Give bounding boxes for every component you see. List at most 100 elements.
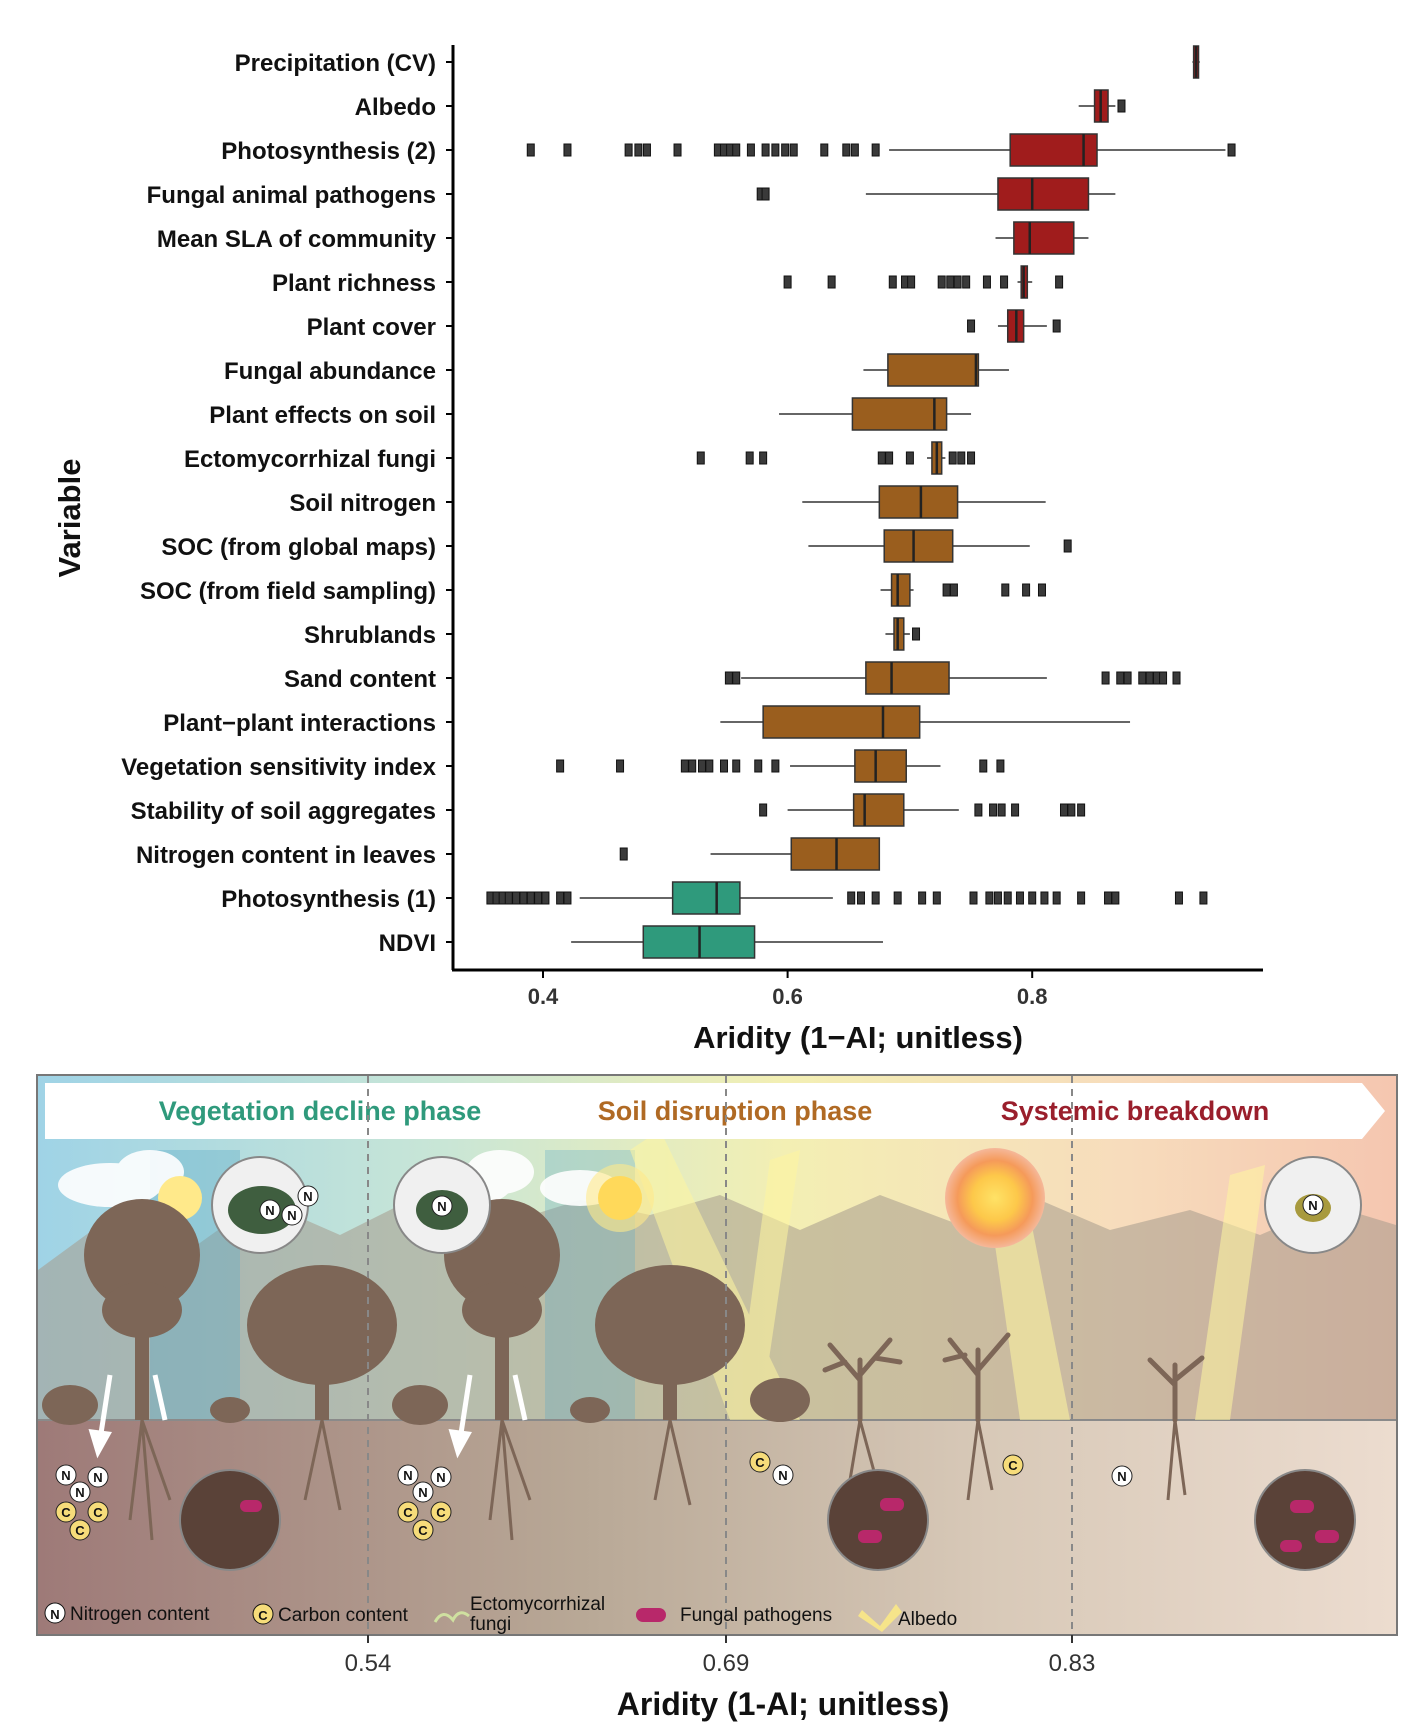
panel-x-axis-label: Aridity (1-AI; unitless) bbox=[617, 1686, 949, 1722]
nitrogen-legend-icon bbox=[44, 1602, 66, 1624]
outlier-point bbox=[1117, 99, 1126, 113]
badge-letter: C bbox=[75, 1523, 85, 1538]
outlier-point bbox=[969, 891, 978, 905]
category-label: Plant cover bbox=[307, 314, 436, 341]
outlier-point bbox=[877, 451, 886, 465]
nitrogen-legend-badge: N bbox=[50, 1607, 59, 1622]
outlier-point bbox=[759, 803, 768, 817]
outlier-point bbox=[724, 671, 733, 685]
carbon-legend-badge: C bbox=[258, 1608, 268, 1623]
badge-letter: C bbox=[418, 1523, 428, 1538]
outlier-point bbox=[993, 891, 1002, 905]
soil-callouts bbox=[179, 1469, 1356, 1571]
phase-label: Systemic breakdown bbox=[1001, 1096, 1270, 1126]
x-ticks: 0.4 0.6 0.8 bbox=[528, 970, 1048, 1009]
box-row: Photosynthesis (2) bbox=[221, 133, 1236, 167]
box bbox=[1013, 221, 1075, 255]
nitrogen-badge: N bbox=[69, 1481, 91, 1503]
category-label: Mean SLA of community bbox=[157, 226, 437, 253]
outlier-point bbox=[745, 451, 754, 465]
outlier-point bbox=[1052, 891, 1061, 905]
box-row: Fungal animal pathogens bbox=[147, 177, 1116, 211]
badge-circle bbox=[749, 1451, 771, 1473]
badge-letter: N bbox=[437, 1199, 446, 1214]
category-label: Vegetation sensitivity index bbox=[121, 754, 436, 781]
roots bbox=[128, 1419, 1187, 1541]
pathogen-icons bbox=[240, 1498, 1339, 1552]
category-label: SOC (from global maps) bbox=[161, 534, 436, 561]
outlier-point bbox=[759, 451, 768, 465]
outlier-point bbox=[974, 803, 983, 817]
outlier-point bbox=[732, 671, 741, 685]
outlier-point bbox=[1199, 891, 1208, 905]
outlier-point bbox=[1015, 891, 1024, 905]
category-label: Sand content bbox=[284, 666, 436, 693]
outlier-point bbox=[1067, 803, 1076, 817]
threshold-lines bbox=[367, 1076, 1073, 1634]
outlier-point bbox=[761, 187, 770, 201]
category-label: SOC (from field sampling) bbox=[140, 578, 436, 605]
outlier-point bbox=[1123, 671, 1132, 685]
outlier-point bbox=[953, 275, 962, 289]
outlier-point bbox=[1138, 671, 1147, 685]
outlier-point bbox=[871, 143, 880, 157]
phase-arrow bbox=[45, 1083, 1385, 1139]
outlier-point bbox=[680, 759, 689, 773]
y-axis-label: Variable bbox=[52, 459, 87, 578]
box-row: SOC (from field sampling) bbox=[140, 573, 1046, 607]
box bbox=[852, 793, 905, 827]
outlier-point bbox=[962, 275, 971, 289]
ectomycorrhizal-legend-label-1: Ectomycorrhizal bbox=[470, 1594, 605, 1615]
outlier-point bbox=[1055, 275, 1064, 289]
outlier-point bbox=[534, 891, 543, 905]
hot-sun-icon bbox=[945, 1148, 1045, 1248]
dead-trees bbox=[822, 1332, 1205, 1423]
outlier-point bbox=[979, 759, 988, 773]
shrub-icon bbox=[42, 1385, 98, 1425]
x-tick-label: 0.8 bbox=[1017, 984, 1048, 1009]
x-tick-label: 0.4 bbox=[528, 984, 559, 1009]
category-label: Shrublands bbox=[304, 622, 436, 649]
badge-circle bbox=[1002, 1454, 1024, 1476]
box-row: Plant effects on soil bbox=[209, 397, 972, 431]
category-label: Plant−plant interactions bbox=[163, 710, 436, 737]
outlier-point bbox=[948, 451, 957, 465]
category-label: Plant richness bbox=[272, 270, 436, 297]
phase-label: Vegetation decline phase bbox=[159, 1096, 482, 1126]
nitrogen-badge: N bbox=[1111, 1465, 1133, 1487]
outlier-point bbox=[1022, 583, 1031, 597]
outlier-point bbox=[781, 143, 790, 157]
outlier-point bbox=[893, 891, 902, 905]
outlier-point bbox=[982, 275, 991, 289]
box bbox=[878, 485, 959, 519]
badge-circle bbox=[430, 1501, 452, 1523]
outlier-point bbox=[526, 143, 535, 157]
carbon-badge: C bbox=[749, 1451, 771, 1473]
outlier-point bbox=[856, 891, 865, 905]
badge-circle bbox=[397, 1501, 419, 1523]
box bbox=[865, 661, 950, 695]
outlier-point bbox=[850, 143, 859, 157]
badge-letter: C bbox=[1008, 1458, 1018, 1473]
outlier-point bbox=[946, 275, 955, 289]
box bbox=[851, 397, 948, 431]
badge-circle bbox=[69, 1519, 91, 1541]
badge-letter: N bbox=[75, 1485, 84, 1500]
nitrogen-badge: N bbox=[430, 1466, 452, 1488]
outlier-point bbox=[937, 275, 946, 289]
tree-icon bbox=[84, 1199, 200, 1420]
box-row: Shrublands bbox=[304, 617, 921, 651]
x-tick-label: 0.6 bbox=[772, 984, 803, 1009]
phase-labels: Vegetation decline phase Soil disruption … bbox=[159, 1096, 1270, 1126]
category-label: Photosynthesis (2) bbox=[221, 138, 436, 165]
vegetation-icons bbox=[42, 1199, 810, 1425]
outlier-point bbox=[989, 803, 998, 817]
outlier-point bbox=[907, 275, 916, 289]
nitrogen-badge: N bbox=[87, 1466, 109, 1488]
category-label: Fungal abundance bbox=[224, 358, 436, 385]
outlier-point bbox=[932, 891, 941, 905]
box bbox=[883, 529, 954, 563]
outlier-point bbox=[1227, 143, 1236, 157]
outlier-point bbox=[688, 759, 697, 773]
badge-letter: N bbox=[436, 1470, 445, 1485]
